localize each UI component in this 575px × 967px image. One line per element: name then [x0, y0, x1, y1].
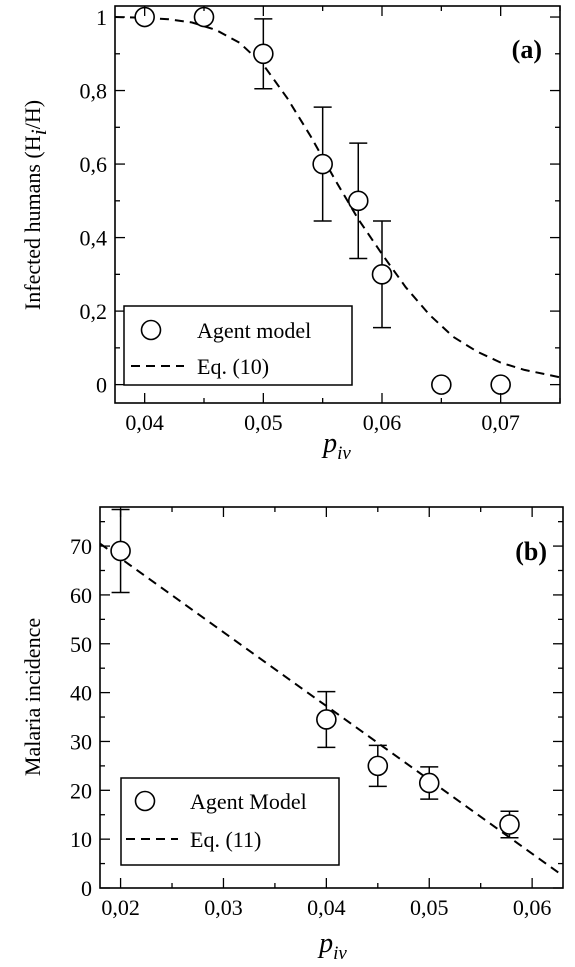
panel-a-legend-box — [123, 305, 353, 386]
a-x-tick-label: 0,05 — [244, 410, 283, 435]
a-y-tick-label: 0,8 — [80, 79, 108, 104]
a-fit-curve — [115, 16, 560, 379]
a-data-point — [371, 264, 393, 285]
panel-a-y-axis-title-end: /H) — [20, 100, 45, 129]
panel-a-x-ticks: 0,04 0,05 0,06 0,07 — [125, 6, 561, 435]
a-data-point — [490, 374, 511, 395]
b-x-tick-label: 0,03 — [204, 895, 243, 920]
panel-b-markers-group — [110, 508, 520, 839]
b-y-tick-label: 20 — [70, 778, 92, 803]
b-data-point — [418, 772, 440, 794]
panel-a-plot: 0,04 0,05 0,06 0,07 0 0,2 0,4 0,6 0,8 1 (a) Infe… — [20, 5, 561, 464]
panel-b-x-axis-title: piv — [317, 928, 347, 964]
b-y-tick-label: 60 — [70, 583, 92, 608]
panel-a-legend-label-curve: Eq. (10) — [197, 354, 269, 379]
a-data-point — [312, 153, 333, 175]
a-y-tick-label: 1 — [96, 5, 107, 30]
panel-a-x-axis-subscript: iv — [337, 443, 351, 464]
a-y-tick-label: 0 — [96, 373, 107, 398]
b-x-tick-label: 0,04 — [307, 895, 346, 920]
a-x-tick-label: 0,04 — [125, 410, 164, 435]
panel-a-y-axis-title-main: Infected humans (H — [20, 135, 45, 310]
panel-a-x-axis-title: piv — [321, 428, 351, 464]
a-y-tick-label: 0,2 — [80, 299, 108, 324]
b-data-point — [367, 755, 389, 777]
b-y-tick-label: 70 — [70, 534, 92, 559]
panel-b-legend-box — [120, 777, 340, 866]
b-fit-curve — [100, 542, 563, 877]
b-y-tick-label: 30 — [70, 729, 92, 754]
a-y-tick-label: 0,6 — [80, 152, 108, 177]
panel-b-fit-curve-group — [100, 542, 563, 877]
panel-a-legend-marker — [140, 319, 162, 341]
b-data-point — [499, 814, 520, 835]
panel-b-plot: 0,02 0,03 0,04 0,05 0,06 0 10 20 30 40 50 60 70 (b)… — [20, 506, 564, 964]
b-data-point — [110, 540, 131, 562]
a-x-tick-label: 0,06 — [363, 410, 402, 435]
panel-b-y-axis-title: Malaria incidence — [20, 618, 45, 776]
panel-b-legend-marker — [134, 790, 156, 812]
a-data-point — [431, 374, 452, 395]
panel-b-x-axis-symbol: p — [317, 928, 333, 959]
b-x-tick-label: 0,02 — [101, 895, 140, 920]
panel-a-tag: (a) — [512, 35, 542, 64]
panel-b-y-ticks: 0 10 20 30 40 50 60 70 — [70, 521, 563, 901]
a-data-point — [253, 43, 274, 65]
panel-b-legend: Agent Model Eq. (11) — [120, 777, 340, 866]
b-y-tick-label: 40 — [70, 681, 92, 706]
b-y-tick-label: 50 — [70, 632, 92, 657]
b-data-point — [316, 709, 337, 730]
panel-a-x-axis-symbol: p — [321, 428, 337, 459]
b-y-tick-label: 10 — [70, 827, 92, 852]
b-x-tick-label: 0,05 — [410, 895, 449, 920]
panel-b-x-ticks: 0,02 0,03 0,04 0,05 0,06 — [101, 507, 551, 920]
panel-b-frame — [99, 506, 564, 889]
a-x-tick-label: 0,07 — [481, 410, 520, 435]
a-data-point — [347, 190, 369, 212]
panel-a-legend-label-markers: Agent model — [197, 318, 311, 343]
panel-a-y-axis-title: Infected humans (Hi/H) — [20, 100, 51, 310]
panel-a-y-axis-title-sub: i — [26, 129, 51, 135]
panel-b-legend-label-curve: Eq. (11) — [190, 827, 261, 852]
panel-b-x-axis-subscript: iv — [333, 943, 347, 964]
panel-a-markers-group — [134, 6, 511, 395]
panel-a-y-ticks: 0 0,2 0,4 0,6 0,8 1 — [80, 5, 560, 398]
panel-a-fit-curve-group — [115, 16, 560, 379]
panel-a-legend: Agent model Eq. (10) — [123, 305, 353, 386]
b-y-tick-label: 0 — [81, 876, 92, 901]
panel-a-frame — [114, 5, 561, 404]
panel-b-legend-label-markers: Agent Model — [190, 789, 307, 814]
panel-b-tag: (b) — [515, 537, 547, 566]
b-x-tick-label: 0,06 — [513, 895, 552, 920]
a-y-tick-label: 0,4 — [80, 226, 108, 251]
